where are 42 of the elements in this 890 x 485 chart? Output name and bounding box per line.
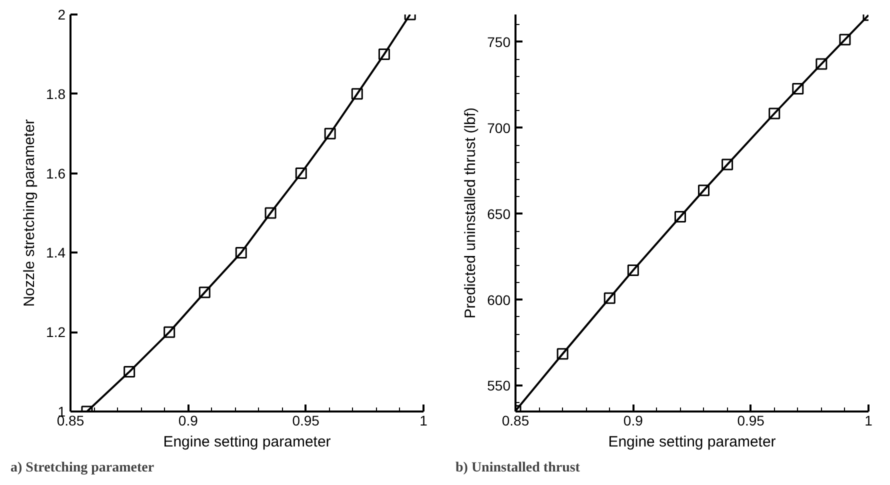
point <box>792 82 804 94</box>
y-tick-label: 1.2 <box>46 324 66 340</box>
point <box>351 88 363 100</box>
point <box>324 128 336 140</box>
point <box>839 34 851 46</box>
y-axis-title: Nozzle stretching parameter <box>21 119 38 307</box>
point <box>198 286 210 298</box>
x-axis-title: Engine setting parameter <box>608 434 776 450</box>
point <box>235 246 247 258</box>
x-tick-label: 1 <box>420 412 428 428</box>
point <box>698 184 710 196</box>
y-tick-label: 750 <box>487 34 511 50</box>
point <box>556 348 568 360</box>
point <box>674 211 686 223</box>
point <box>768 108 780 120</box>
y-axis-title: Predicted uninstalled thrust (lbf) <box>462 108 480 318</box>
point <box>722 158 734 170</box>
y-tick-label: 1.4 <box>46 244 66 261</box>
x-tick-label: 0.95 <box>737 412 765 428</box>
x-tick-label: 0.9 <box>178 412 198 428</box>
y-tick-label: 550 <box>487 378 511 394</box>
text: b) Uninstalled thrust <box>456 460 580 476</box>
point <box>164 326 176 338</box>
y-tick-label: 700 <box>487 120 511 136</box>
y-tick-label: 650 <box>487 206 511 222</box>
y-tick-label: 1.8 <box>46 86 66 102</box>
y-tick-label: 2 <box>58 6 66 22</box>
point <box>124 366 136 378</box>
point <box>604 292 616 304</box>
y-tick-label: 600 <box>487 292 511 308</box>
x-tick-label: 1 <box>864 412 873 428</box>
y-tick-label: 1.6 <box>46 165 66 182</box>
point <box>378 48 390 60</box>
text: a) Stretching parameter <box>10 460 154 476</box>
x-tick-label: 0.9 <box>623 412 644 428</box>
point <box>295 168 307 180</box>
x-tick-label: 0.85 <box>502 412 530 428</box>
x-tick-label: 0.95 <box>292 412 320 428</box>
x-axis-title: Engine setting parameter <box>163 434 331 450</box>
point <box>816 58 828 70</box>
point <box>627 264 639 276</box>
point <box>264 207 276 219</box>
